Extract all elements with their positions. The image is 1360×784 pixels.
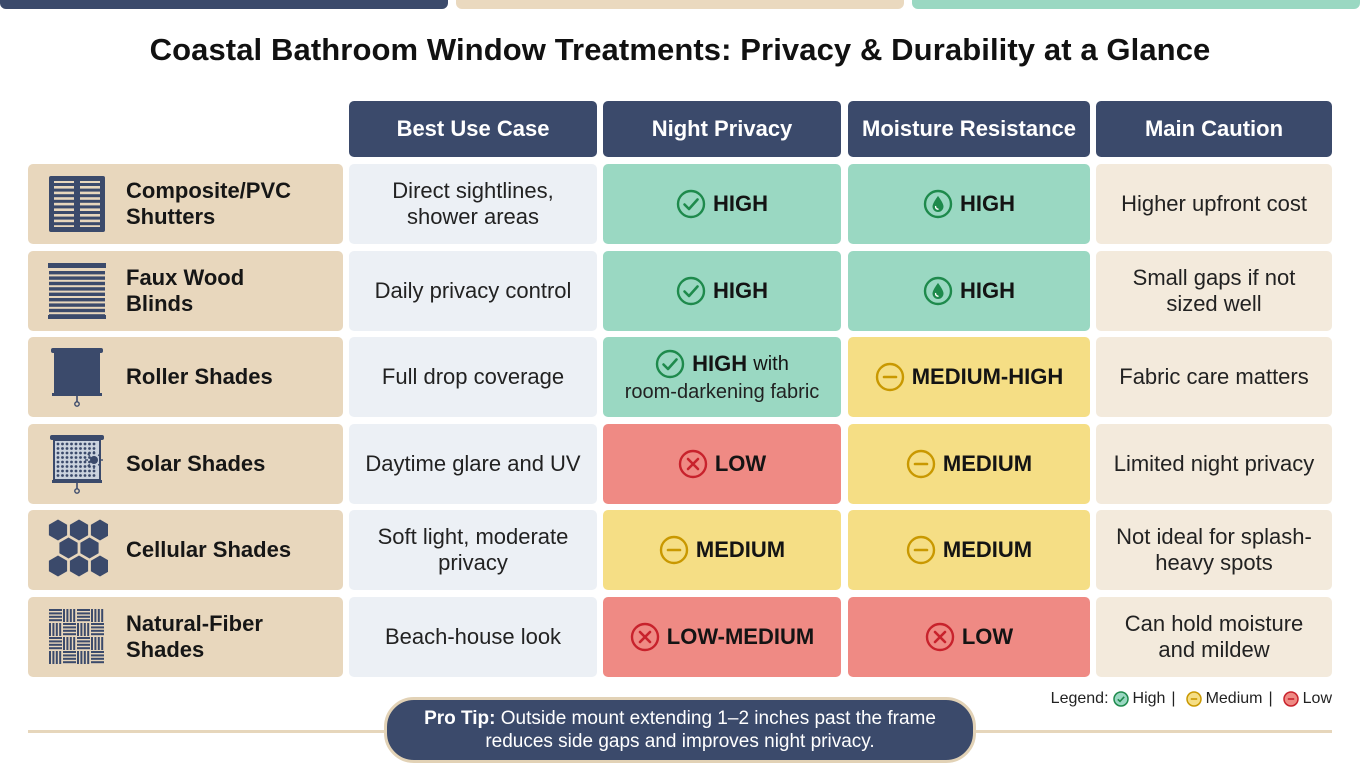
moisture-rating-label: MEDIUM-HIGH (911, 364, 1064, 390)
woven-fiber-icon (46, 606, 108, 668)
moisture-rating-cell: LOW (848, 597, 1090, 677)
x-icon (678, 449, 708, 478)
use-case-cell: Beach-house look (349, 597, 597, 677)
use-case-cell: Soft light, moderate privacy (349, 510, 597, 591)
privacy-rating-cell: LOW (603, 423, 841, 504)
treatment-name: Roller Shades (126, 364, 273, 390)
moisture-rating-cell: MEDIUM (848, 423, 1090, 504)
moisture-rating-label: HIGH (960, 191, 1015, 216)
use-case-cell: Full drop coverage (349, 337, 597, 418)
legend-low-label: Low (1302, 690, 1332, 707)
caution-cell: Can hold moisture and mildew (1096, 597, 1332, 677)
page-title: Coastal Bathroom Window Treatments: Priv… (149, 32, 1211, 67)
table-row-name-cell: Solar Shades (28, 423, 343, 504)
legend-low-icon (1282, 691, 1299, 707)
top-accent-navy (0, 0, 448, 9)
legend: Legend: High | Medium | Low (1050, 690, 1332, 707)
privacy-rating-suffix: with (753, 353, 789, 376)
solar-shade-icon (46, 433, 108, 495)
caution-cell: Higher upfront cost (1096, 164, 1332, 244)
minus-icon (875, 362, 904, 392)
column-header-night-privacy: Night Privacy (603, 101, 841, 157)
moisture-rating-cell: HIGH (848, 164, 1090, 244)
table-row-name-cell: Natural-Fiber Shades (28, 597, 343, 677)
pro-tip-line-1: Outside mount extending 1–2 inches past … (500, 708, 936, 729)
privacy-rating-cell: HIGH (603, 250, 841, 331)
treatment-name: Solar Shades (126, 450, 266, 476)
table-row-name-cell: Cellular Shades (28, 510, 343, 591)
treatment-name: Natural-Fiber Shades (126, 611, 263, 662)
minus-icon (906, 449, 936, 478)
shutters-icon (46, 173, 108, 235)
caution-cell: Fabric care matters (1096, 337, 1332, 418)
roller-shade-icon (46, 346, 108, 408)
legend-high-icon (1112, 691, 1129, 707)
use-case-cell: Direct sightlines, shower areas (349, 164, 597, 244)
drop-icon (923, 189, 953, 219)
x-icon (925, 622, 955, 652)
privacy-rating-label: HIGH (713, 191, 768, 216)
cellular-shade-icon (46, 519, 108, 581)
column-header-use-case: Best Use Case (349, 101, 597, 157)
moisture-rating-label: MEDIUM (942, 450, 1033, 476)
pro-tip-line-2: reduces side gaps and improves night pri… (485, 731, 875, 752)
check-icon (655, 349, 685, 379)
moisture-rating-cell: HIGH (848, 250, 1090, 331)
minus-icon (906, 536, 936, 565)
privacy-rating-label: LOW-MEDIUM (666, 624, 815, 649)
privacy-rating-cell: LOW-MEDIUM (603, 597, 841, 677)
moisture-rating-cell: MEDIUM (848, 510, 1090, 591)
moisture-rating-label: HIGH (960, 277, 1015, 303)
privacy-rating-label: LOW (714, 450, 767, 476)
privacy-rating-cell: MEDIUM (603, 510, 841, 591)
check-icon (676, 276, 706, 305)
check-icon (676, 189, 706, 219)
moisture-rating-cell: MEDIUM-HIGH (848, 337, 1090, 418)
table-row-name-cell: Roller Shades (28, 337, 343, 418)
column-header-moisture-resistance: Moisture Resistance (848, 101, 1090, 157)
column-header-main-caution: Main Caution (1096, 101, 1332, 157)
moisture-rating-label: MEDIUM (942, 537, 1033, 563)
moisture-rating-label: LOW (961, 624, 1014, 649)
blinds-icon (46, 260, 108, 322)
minus-icon (659, 536, 689, 565)
drop-icon (923, 276, 953, 305)
privacy-rating-cell: HIGH with room-darkening fabric (603, 337, 841, 418)
use-case-cell: Daily privacy control (349, 250, 597, 331)
pro-tip-label: Pro Tip: (424, 708, 496, 729)
legend-high-label: High (1132, 690, 1166, 707)
legend-medium-label: Medium (1205, 690, 1263, 707)
top-accent-green (912, 0, 1360, 9)
treatment-name: Cellular Shades (126, 537, 292, 563)
privacy-rating-label: HIGH (692, 351, 748, 377)
use-case-cell: Daytime glare and UV (349, 423, 597, 504)
legend-prefix: Legend: (1050, 690, 1109, 707)
caution-cell: Not ideal for splash-heavy spots (1096, 510, 1332, 591)
privacy-rating-note: room-darkening fabric (624, 381, 820, 404)
top-accent-beige (456, 0, 904, 9)
caution-cell: Limited night privacy (1096, 423, 1332, 504)
legend-medium-icon (1185, 691, 1202, 707)
pro-tip-banner: Pro Tip: Outside mount extending 1–2 inc… (384, 697, 976, 763)
caution-cell: Small gaps if not sized well (1096, 250, 1332, 331)
treatment-name: Composite/PVC Shutters (126, 178, 292, 229)
privacy-rating-label: MEDIUM (695, 537, 786, 563)
table-row-name-cell: Composite/PVC Shutters (28, 164, 343, 244)
privacy-rating-cell: HIGH (603, 164, 841, 244)
x-icon (630, 622, 659, 652)
table-row-name-cell: Faux Wood Blinds (28, 250, 343, 331)
privacy-rating-label: HIGH (713, 277, 768, 303)
treatment-name: Faux Wood Blinds (126, 264, 245, 316)
